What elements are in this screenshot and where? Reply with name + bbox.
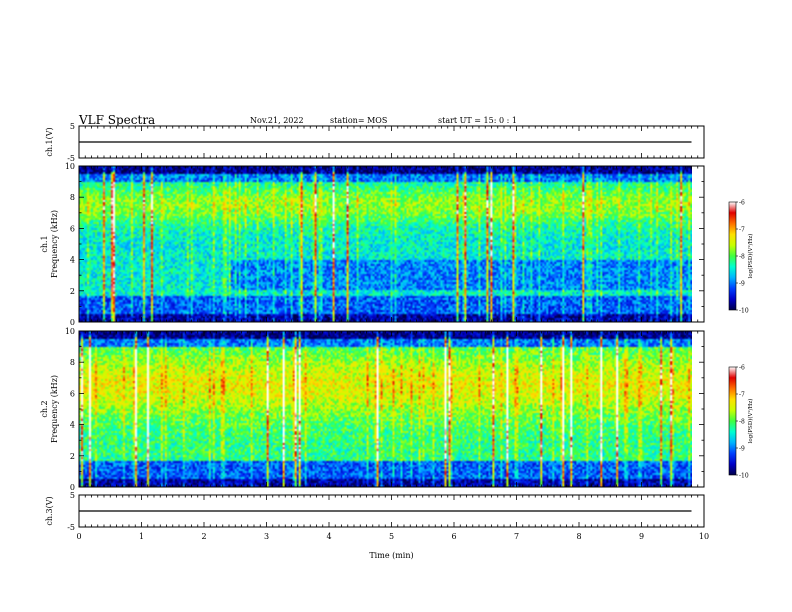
spectrogram-image xyxy=(79,331,692,487)
x-tick-label: 1 xyxy=(139,532,144,541)
colorbar-label: log(PSD)(V²/Hz) xyxy=(747,234,754,279)
x-tick-label: 10 xyxy=(699,532,709,541)
y-tick-label: 4 xyxy=(70,256,75,265)
colorbar-tick-label: -7 xyxy=(739,227,745,234)
y-tick-label: 0 xyxy=(70,483,75,492)
colorbar-tick-label: -9 xyxy=(739,446,745,453)
colorbar-tick-label: -6 xyxy=(739,365,745,372)
y-tick-label: 10 xyxy=(65,327,75,336)
y-tick-label: 6 xyxy=(70,224,75,233)
colorbar-tick-label: -8 xyxy=(739,419,745,426)
colorbar-label: log(PSD)(V²/Hz) xyxy=(747,399,754,444)
colorbar-tick-label: -8 xyxy=(739,254,745,261)
x-tick-label: 2 xyxy=(201,532,206,541)
x-tick-label: 3 xyxy=(264,532,269,541)
colorbar-tick-label: -6 xyxy=(739,200,745,207)
ch2-spectrogram-ylabel: Frequency (kHz) xyxy=(50,375,59,443)
ch2-spectrogram-ylabel: ch.2 xyxy=(40,400,49,417)
station-label: station= MOS xyxy=(330,116,388,125)
x-tick-label: 8 xyxy=(576,532,581,541)
ch2-colorbar xyxy=(728,366,737,476)
y-tick-label: -5 xyxy=(67,154,75,163)
start-time-label: start UT = 15: 0 : 1 xyxy=(438,116,517,125)
y-tick-label: 4 xyxy=(70,421,75,430)
x-tick-label: 4 xyxy=(326,532,331,541)
spectrogram-image xyxy=(79,166,692,322)
y-tick-label: 5 xyxy=(70,491,75,500)
colorbar-tick-label: -9 xyxy=(739,281,745,288)
y-tick-label: 0 xyxy=(70,318,75,327)
y-tick-label: 6 xyxy=(70,389,75,398)
ch1-spectrogram-ylabel: Frequency (kHz) xyxy=(50,210,59,278)
x-tick-label: 0 xyxy=(76,532,81,541)
y-tick-label: 5 xyxy=(70,122,75,131)
ch1-colorbar xyxy=(728,201,737,311)
colorbar-tick-label: -10 xyxy=(739,473,749,480)
y-tick-label: 8 xyxy=(70,193,75,202)
x-tick-label: 9 xyxy=(639,532,644,541)
y-tick-label: 2 xyxy=(70,452,75,461)
x-axis-label: Time (min) xyxy=(369,551,413,560)
x-tick-label: 7 xyxy=(514,532,519,541)
y-tick-label: 10 xyxy=(65,162,75,171)
date-label: Nov.21, 2022 xyxy=(250,116,304,125)
y-tick-label: 8 xyxy=(70,358,75,367)
colorbar-tick-label: -10 xyxy=(739,308,749,315)
y-tick-label: -5 xyxy=(67,523,75,532)
x-tick-label: 5 xyxy=(389,532,394,541)
ch3-voltage-ylabel: ch.3(V) xyxy=(45,496,54,525)
chart-title: VLF Spectra xyxy=(79,113,156,127)
ch1-voltage-ylabel: ch.1(V) xyxy=(45,127,54,156)
colorbar-tick-label: -7 xyxy=(739,392,745,399)
x-tick-label: 6 xyxy=(451,532,456,541)
y-tick-label: 2 xyxy=(70,287,75,296)
ch1-spectrogram-ylabel: ch.1 xyxy=(40,235,49,252)
